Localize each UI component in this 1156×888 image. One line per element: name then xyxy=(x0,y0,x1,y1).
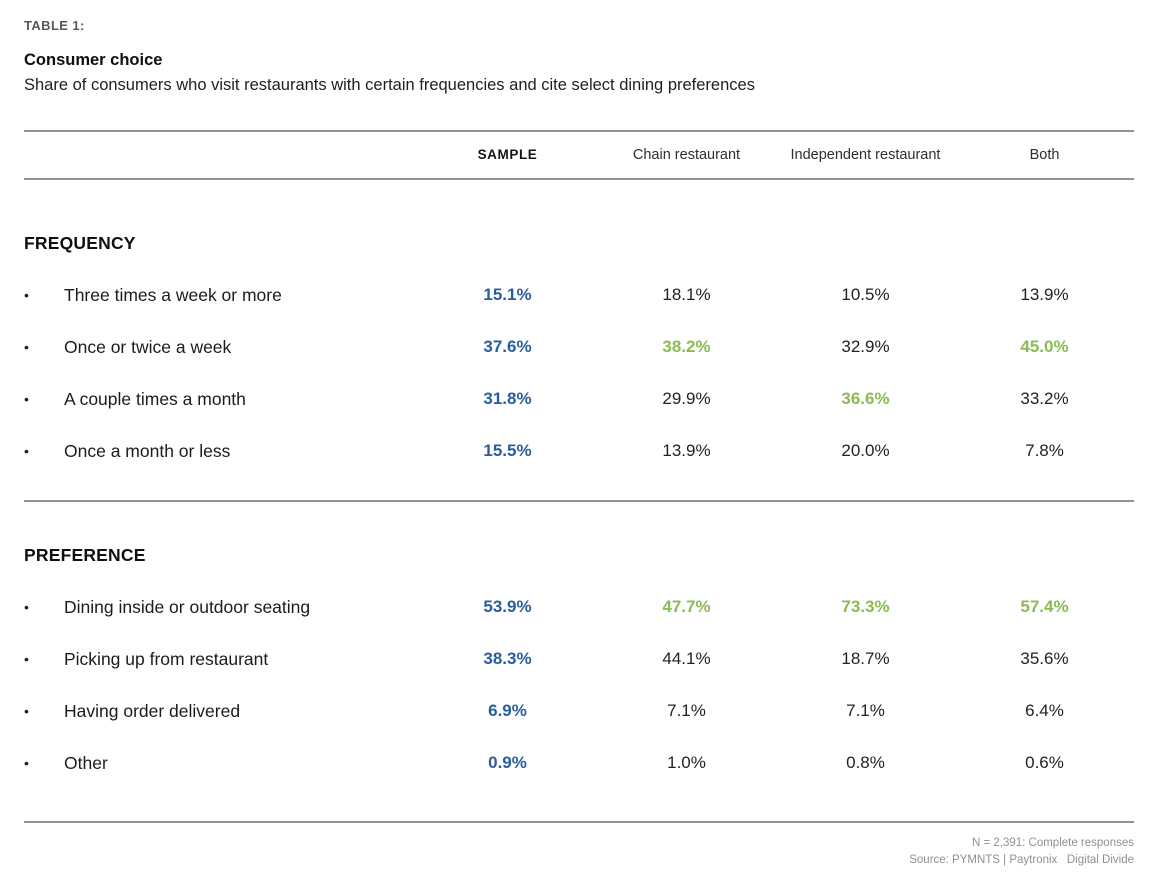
value-chain-restaurant: 47.7% xyxy=(662,597,711,616)
row-label: Having order delivered xyxy=(64,701,241,721)
value-independent-restaurant: 20.0% xyxy=(841,441,890,460)
column-header-row: SAMPLE Chain restaurant Independent rest… xyxy=(24,130,1134,180)
table-section: PREFERENCE • Dining inside or outdoor se… xyxy=(24,502,1134,823)
value-chain-restaurant: 7.1% xyxy=(667,701,706,720)
table-body: FREQUENCY • Three times a week or more 1… xyxy=(24,180,1134,823)
row-label: Three times a week or more xyxy=(64,285,282,305)
value-independent-restaurant: 0.8% xyxy=(846,753,885,772)
value-sample: 38.3% xyxy=(483,649,532,668)
value-both: 7.8% xyxy=(1025,441,1064,460)
section-rows: • Dining inside or outdoor seating 53.9%… xyxy=(24,581,1134,789)
value-chain-restaurant: 18.1% xyxy=(662,285,711,304)
value-sample: 6.9% xyxy=(488,701,527,720)
bullet-icon: • xyxy=(24,443,29,459)
footnote: N = 2,391: Complete responses Source: PY… xyxy=(24,823,1134,869)
value-independent-restaurant: 7.1% xyxy=(846,701,885,720)
table-row: • Dining inside or outdoor seating 53.9%… xyxy=(24,581,1134,633)
value-chain-restaurant: 44.1% xyxy=(662,649,711,668)
row-label: Dining inside or outdoor seating xyxy=(64,597,311,617)
table-row: • Having order delivered 6.9% 7.1% 7.1% … xyxy=(24,685,1134,737)
value-sample: 53.9% xyxy=(483,597,532,616)
value-chain-restaurant: 29.9% xyxy=(662,389,711,408)
value-sample: 15.1% xyxy=(483,285,532,304)
bullet-icon: • xyxy=(24,391,29,407)
section-title: PREFERENCE xyxy=(24,545,146,565)
table-row: • Once a month or less 15.5% 13.9% 20.0%… xyxy=(24,425,1134,477)
column-header-chain-restaurant: Chain restaurant xyxy=(632,147,741,163)
bullet-icon: • xyxy=(24,703,29,719)
table-row: • Once or twice a week 37.6% 38.2% 32.9%… xyxy=(24,321,1134,373)
footnote-sample-size: N = 2,391: Complete responses xyxy=(971,837,1134,849)
column-header-independent-restaurant: Independent restaurant xyxy=(790,147,941,163)
row-label: Once a month or less xyxy=(64,441,231,461)
value-chain-restaurant: 1.0% xyxy=(667,753,706,772)
table-row: • Three times a week or more 15.1% 18.1%… xyxy=(24,269,1134,321)
page-title: Consumer choice xyxy=(24,51,163,69)
table-row: • Picking up from restaurant 38.3% 44.1%… xyxy=(24,633,1134,685)
table-row: • A couple times a month 31.8% 29.9% 36.… xyxy=(24,373,1134,425)
value-both: 35.6% xyxy=(1020,649,1069,668)
page-subtitle: Share of consumers who visit restaurants… xyxy=(24,76,755,94)
table-number-label: TABLE 1: xyxy=(24,18,85,33)
column-header-sample: SAMPLE xyxy=(477,147,538,162)
value-independent-restaurant: 10.5% xyxy=(841,285,890,304)
footnote-source: Source: PYMNTS | Paytronix Digital Divid… xyxy=(909,854,1134,866)
value-both: 13.9% xyxy=(1020,285,1069,304)
value-both: 33.2% xyxy=(1020,389,1069,408)
table-section: FREQUENCY • Three times a week or more 1… xyxy=(24,180,1134,502)
table-row: • Other 0.9% 1.0% 0.8% 0.6% xyxy=(24,737,1134,789)
value-independent-restaurant: 32.9% xyxy=(841,337,890,356)
row-label: Picking up from restaurant xyxy=(64,649,269,669)
value-sample: 37.6% xyxy=(483,337,532,356)
section-rows: • Three times a week or more 15.1% 18.1%… xyxy=(24,269,1134,477)
bullet-icon: • xyxy=(24,339,29,355)
value-sample: 31.8% xyxy=(483,389,532,408)
bullet-icon: • xyxy=(24,287,29,303)
column-header-both: Both xyxy=(1029,147,1060,163)
value-both: 6.4% xyxy=(1025,701,1064,720)
value-independent-restaurant: 18.7% xyxy=(841,649,890,668)
value-sample: 0.9% xyxy=(488,753,527,772)
section-title: FREQUENCY xyxy=(24,233,136,253)
row-label: A couple times a month xyxy=(64,389,246,409)
row-label: Once or twice a week xyxy=(64,337,232,357)
bullet-icon: • xyxy=(24,651,29,667)
value-independent-restaurant: 36.6% xyxy=(841,389,890,408)
value-both: 57.4% xyxy=(1020,597,1069,616)
value-sample: 15.5% xyxy=(483,441,532,460)
value-chain-restaurant: 38.2% xyxy=(662,337,711,356)
value-independent-restaurant: 73.3% xyxy=(841,597,890,616)
figure-header: TABLE 1: Consumer choice Share of consum… xyxy=(24,18,1134,96)
value-both: 0.6% xyxy=(1025,753,1064,772)
value-chain-restaurant: 13.9% xyxy=(662,441,711,460)
row-label: Other xyxy=(64,753,108,773)
bullet-icon: • xyxy=(24,755,29,771)
value-both: 45.0% xyxy=(1020,337,1069,356)
bullet-icon: • xyxy=(24,599,29,615)
